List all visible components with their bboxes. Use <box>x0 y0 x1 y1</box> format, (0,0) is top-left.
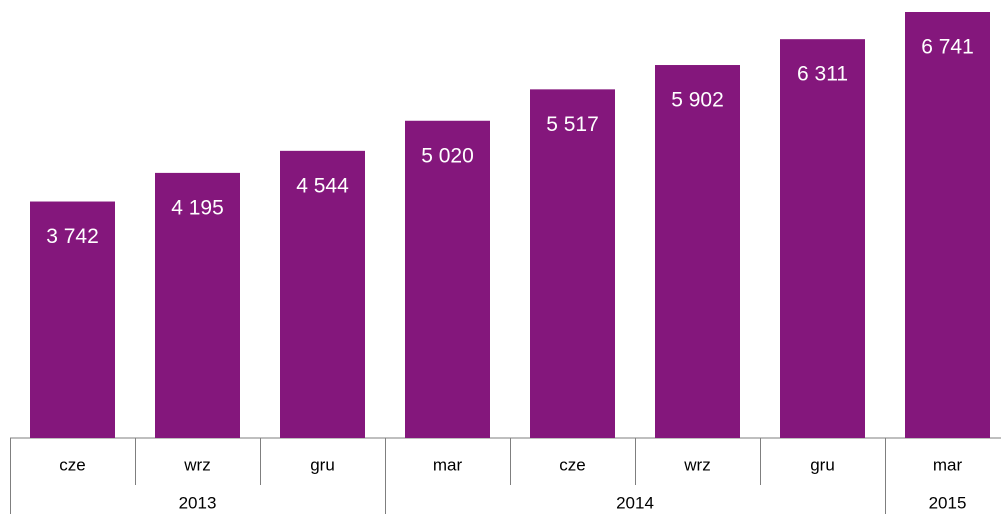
x-tick-label: gru <box>810 455 835 474</box>
data-label: 5 517 <box>546 113 599 136</box>
data-label: 5 902 <box>671 89 724 112</box>
data-label: 4 195 <box>171 196 224 219</box>
data-label: 6 741 <box>921 36 974 59</box>
x-tick-label: gru <box>310 455 335 474</box>
data-label: 3 742 <box>46 225 99 248</box>
bar <box>30 201 115 438</box>
data-label: 4 544 <box>296 174 349 197</box>
group-label: 2015 <box>929 493 967 512</box>
x-tick-label: wrz <box>683 455 710 474</box>
x-tick-label: cze <box>59 455 85 474</box>
bar <box>530 89 615 438</box>
data-label: 5 020 <box>421 144 474 167</box>
bar <box>280 150 365 439</box>
bar <box>405 120 490 439</box>
bar <box>905 12 990 438</box>
data-label: 6 311 <box>797 63 848 86</box>
x-tick-label: cze <box>559 455 585 474</box>
group-label: 2013 <box>179 493 217 512</box>
bar <box>655 65 740 438</box>
bar <box>780 39 865 438</box>
group-label: 2014 <box>616 493 654 512</box>
x-tick-label: wrz <box>183 455 210 474</box>
x-tick-label: mar <box>433 455 463 474</box>
x-tick-label: mar <box>933 455 963 474</box>
bar <box>155 172 240 438</box>
